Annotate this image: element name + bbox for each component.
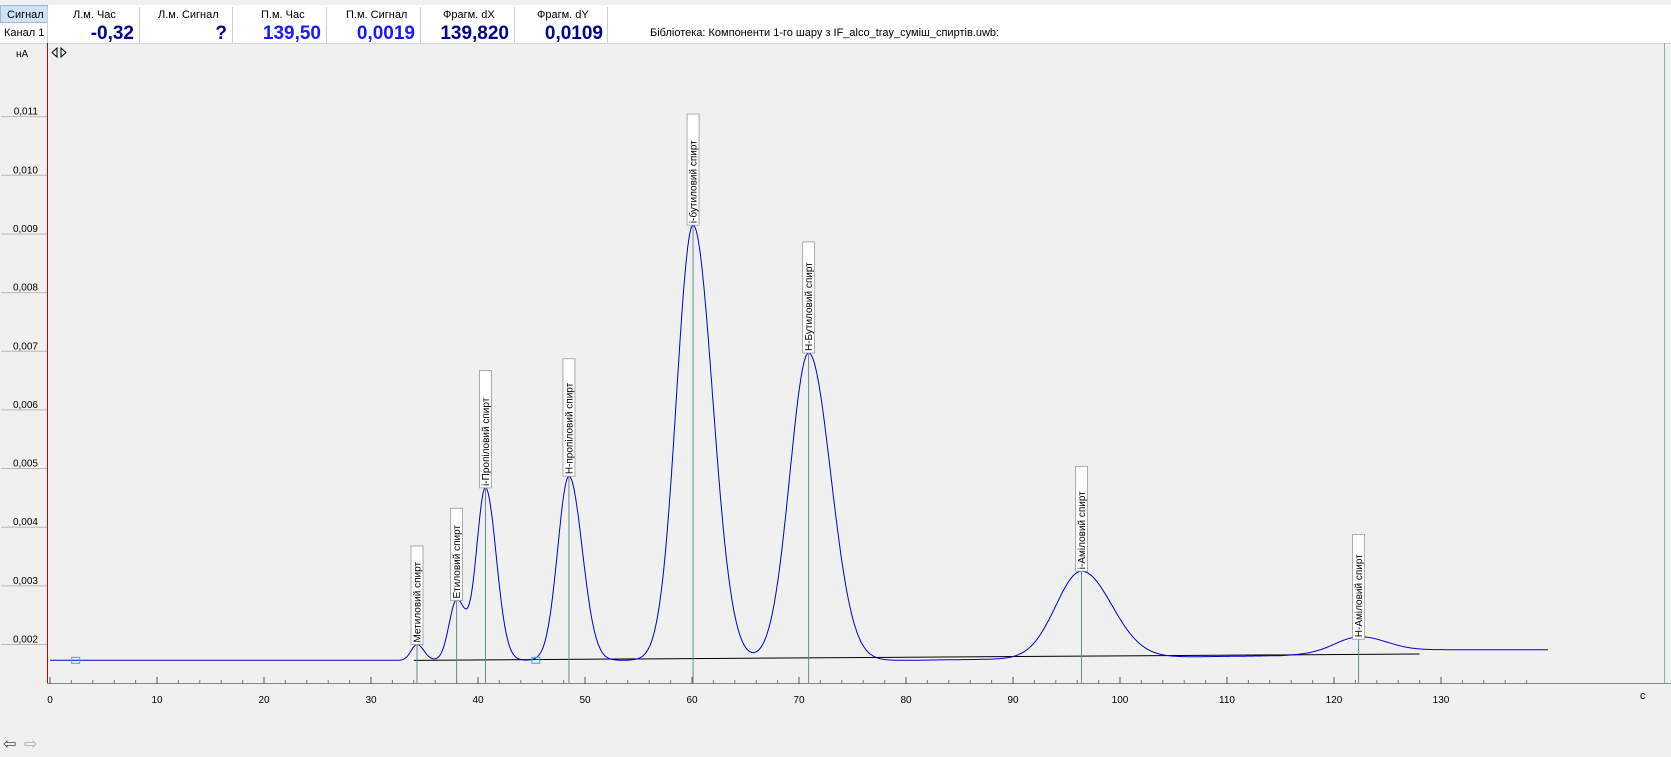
x-tick-label: 50: [579, 695, 591, 706]
tab-signal[interactable]: Сигнал: [0, 5, 48, 23]
x-tick-label: 110: [1219, 695, 1235, 706]
baseline-line: [413, 653, 1420, 661]
y-tick-label: 0,010: [13, 165, 38, 176]
peak-label: Метиловий спирт: [413, 562, 424, 643]
peak-label-box: [450, 507, 464, 601]
grid: [1, 116, 47, 645]
x-tick-label: 80: [900, 695, 912, 706]
range-markers: [71, 656, 541, 664]
range-marker: [71, 656, 81, 664]
y-tick-label: 0,008: [13, 283, 38, 294]
peak-label: Н-Аміловий спирт: [1354, 554, 1365, 637]
peak-label: і-Пропіловий спирт: [481, 397, 492, 486]
range-marker: [531, 656, 541, 664]
peak-label-box: [410, 545, 424, 645]
peak-label: і-Аміловий спирт: [1077, 491, 1088, 569]
peak-label: Н-пропіловий спирт: [564, 382, 575, 474]
x-tick-label: 60: [686, 695, 698, 706]
peak-label-box: [479, 370, 492, 489]
peak-label-box: [1075, 465, 1088, 572]
peak-label-box: [686, 113, 700, 226]
x-axis: 0 10 20 30 40 50 60 70 80 90 100 110 120 130: [47, 677, 1671, 706]
baseline-segment: [413, 653, 1420, 661]
x-tick-label: 90: [1007, 695, 1019, 706]
library-label: Бібліотека: Компоненти 1-го шару з IF_al…: [650, 27, 1000, 39]
y-tick-label: 0,007: [13, 341, 38, 352]
x-axis-label: с: [1640, 690, 1646, 702]
x-tick-label: 70: [793, 695, 805, 706]
chromatogram-chart[interactable]: 0,002 0,003 0,004 0,005 0,006 0,007 0,008 0,009…: [0, 43, 1671, 757]
peak-label: і-бутиловий спирт: [688, 140, 700, 223]
forward-arrow-icon[interactable]: ⇨: [24, 736, 38, 753]
peak-label-box: [1352, 534, 1366, 640]
y-tick-label: 0,003: [13, 576, 38, 587]
x-tick-label: 100: [1112, 695, 1129, 706]
x-tick-label: 30: [365, 695, 377, 706]
y-tick-label: 0,004: [13, 517, 38, 528]
x-tick-label: 40: [472, 695, 484, 706]
fragment-dy-value: 0,0109: [544, 23, 603, 44]
x-tick-label: 130: [1433, 695, 1450, 706]
left-marker-time-label: Л.м. Час: [73, 9, 116, 21]
y-axis-label: нА: [16, 49, 29, 60]
y-tick-label: 0,005: [13, 459, 38, 470]
peak-label-box: [802, 241, 816, 354]
peak-label-box: [562, 358, 576, 477]
y-tick-label: 0,006: [13, 400, 38, 411]
y-axis: 0,002 0,003 0,004 0,005 0,006 0,007 0,008 0,009…: [13, 43, 1665, 683]
right-marker-signal-value: 0,0019: [356, 23, 415, 44]
peak-label: Етиловий спирт: [452, 525, 463, 599]
cursor-arrows-icon[interactable]: [51, 46, 67, 59]
x-tick-label: 0: [47, 695, 53, 706]
right-marker-signal-label: П.м. Сигнал: [346, 9, 408, 21]
fragment-dx-label: Фрагм. dX: [443, 9, 495, 21]
back-arrow-icon[interactable]: ⇦: [3, 736, 17, 753]
right-marker-time-label: П.м. Час: [261, 9, 305, 21]
y-tick-label: 0,009: [13, 224, 38, 235]
x-tick-label: 20: [258, 695, 270, 706]
channel-label: Канал 1: [4, 27, 45, 39]
right-marker-time-value: 139,50: [262, 23, 321, 44]
x-tick-label: 10: [151, 695, 163, 706]
left-marker-signal-label: Л.м. Сигнал: [158, 9, 219, 21]
measurement-header: Сигнал Канал 1 Л.м. Час -0,32 Л.м. Сигна…: [0, 5, 1671, 44]
signal-trace: [50, 224, 1548, 661]
y-tick-label: 0,002: [13, 635, 38, 646]
y-tick-label: 0,011: [14, 107, 39, 118]
fragment-dy-label: Фрагм. dY: [537, 9, 589, 21]
x-tick-label: 120: [1326, 695, 1343, 706]
peak-label: Н-Бутиловий спирт: [804, 262, 815, 351]
fragment-dx-value: 139,820: [440, 23, 509, 44]
left-marker-signal-value: ?: [215, 23, 227, 44]
peak-markers: Метиловий спирт Етиловий спирт і-Пропілови…: [410, 113, 1366, 683]
left-marker-time-value: -0,32: [90, 23, 134, 44]
